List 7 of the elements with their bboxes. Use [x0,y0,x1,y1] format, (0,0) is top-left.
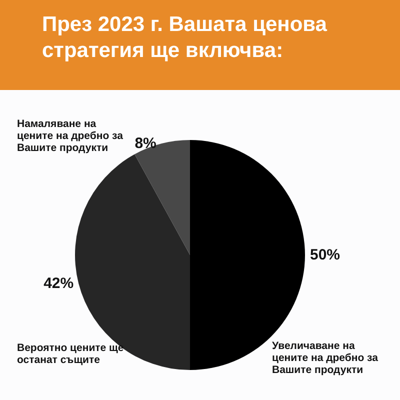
data-label: 50% [310,246,340,264]
data-label: 8% [134,135,156,152]
slice-label: Вероятно цените ще останат същите [17,342,125,366]
chart-title: През 2023 г. Вашата ценова стратегия ще включва: [42,12,328,64]
data-label: 42% [44,275,74,292]
slice-label: Намаляване на цените на дребно за Вашите продукти [17,118,124,154]
slice-label: Увеличаване на цените на дребно за Вашите продукти [272,340,379,376]
